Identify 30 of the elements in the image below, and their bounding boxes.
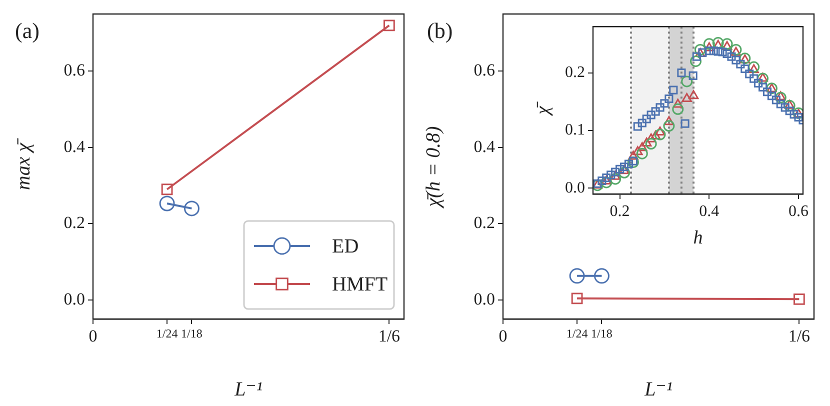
y-tick-label: 0.6: [64, 60, 85, 80]
text: (a): [15, 18, 40, 43]
y-tick-label: 0.4: [474, 136, 496, 156]
x-tick-label: 1/24: [566, 326, 588, 340]
x-axis-title: L⁻¹: [644, 378, 672, 400]
y-axis-title: max χ̄: [12, 138, 34, 190]
legend-label: ED: [332, 235, 359, 258]
y-tick-label: 0.4: [64, 136, 86, 156]
x-tick-label: 0.6: [788, 202, 809, 220]
x-tick-label: 0: [88, 326, 98, 346]
y-tick-label: 0.0: [64, 289, 85, 308]
y-tick-label: 0.0: [565, 179, 585, 196]
x-tick-label: 0.4: [699, 202, 720, 220]
x-tick-label: 1/6: [788, 326, 810, 346]
x-tick-label: 1/18: [181, 326, 202, 340]
legend-label: HMFT: [332, 273, 388, 296]
y-axis-title: χ̄: [532, 101, 554, 116]
x-tick-label: 1/24: [156, 326, 178, 340]
y-tick-label: 0.6: [474, 60, 495, 80]
x-axis-title: h: [693, 228, 703, 249]
text: (b): [427, 18, 453, 43]
x-tick-label: 1/18: [591, 326, 612, 340]
x-axis-title: L⁻¹: [234, 378, 262, 400]
y-tick-label: 0.2: [565, 64, 585, 81]
x-tick-label: 1/6: [378, 326, 400, 346]
y-tick-label: 0.1: [565, 122, 585, 139]
y-tick-label: 0.0: [474, 289, 495, 308]
x-tick-label: 0: [498, 326, 508, 346]
x-tick-label: 0.2: [610, 202, 630, 220]
y-axis-title: χ̄(h = 0.8): [422, 126, 444, 209]
